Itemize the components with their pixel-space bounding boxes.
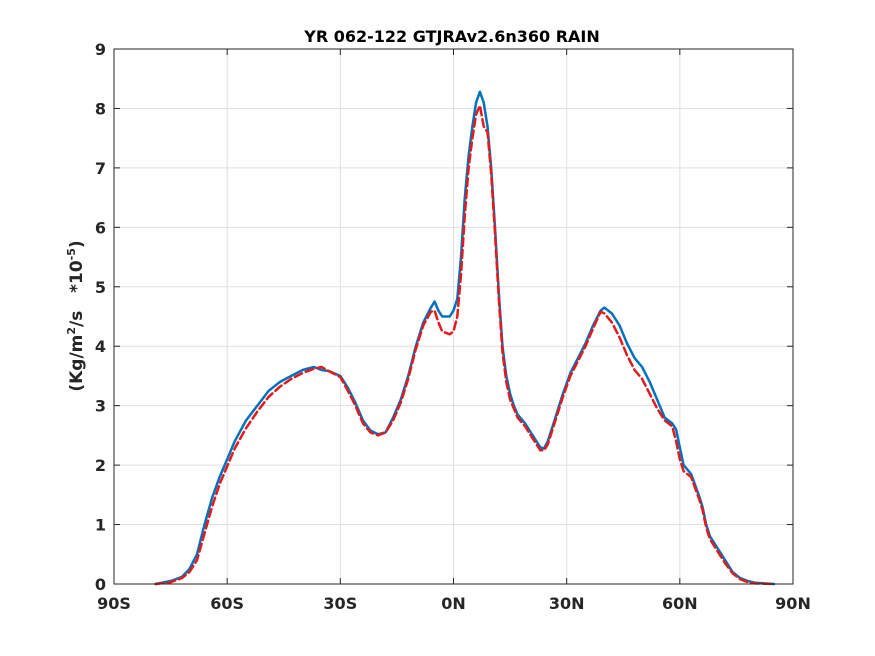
x-tick-label: 30S [323,594,357,613]
x-tick-label: 0N [441,594,466,613]
y-tick-label: 7 [95,159,106,178]
y-axis-label-mid: /s *10 [67,260,87,327]
grid [114,49,793,584]
y-tick-label: 4 [95,337,106,356]
x-tick-label: 30N [549,594,585,613]
y-axis-label: (Kg/m2/s *10-5) [65,240,87,391]
series-line-2 [154,104,776,586]
y-tick-label: 5 [95,278,106,297]
series-layer [154,90,776,586]
y-axis-label-main: (Kg/m [67,335,87,392]
ticks [113,48,794,585]
y-axis-label-sup1: 2 [65,327,78,335]
y-tick-label: 9 [95,40,106,59]
y-tick-label: 3 [95,397,106,416]
series-line-1 [154,90,776,586]
y-axis-label-end: ) [67,240,87,248]
y-tick-labels: 0 1 2 3 4 5 6 7 8 9 [95,40,106,594]
y-tick-label: 6 [95,218,106,237]
x-tick-label: 60S [210,594,244,613]
y-tick-label: 0 [95,575,106,594]
x-tick-label: 60N [662,594,698,613]
y-tick-label: 2 [95,456,106,475]
y-tick-label: 1 [95,516,106,535]
x-tick-labels: 90S 60S 30S 0N 30N 60N 90N [97,594,811,613]
chart-title: YR 062-122 GTJRAv2.6n360 RAIN [303,27,600,46]
x-tick-label: 90S [97,594,131,613]
x-tick-label: 90N [775,594,811,613]
y-axis-label-sup2: -5 [65,248,78,260]
y-tick-label: 8 [95,99,106,118]
